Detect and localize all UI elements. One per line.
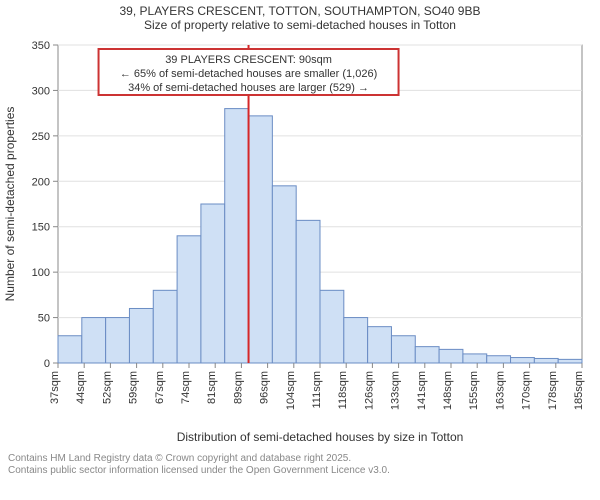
x-tick-label: 104sqm xyxy=(285,371,297,410)
x-tick-label: 170sqm xyxy=(521,371,533,410)
x-tick-label: 59sqm xyxy=(128,371,140,404)
x-tick-label: 81sqm xyxy=(206,371,218,404)
y-tick-label: 150 xyxy=(32,221,50,233)
infobox-line-1: 39 PLAYERS CRESCENT: 90sqm xyxy=(165,54,332,66)
histogram-bar xyxy=(201,204,225,363)
histogram-bar xyxy=(344,317,368,362)
histogram-bar xyxy=(415,346,439,362)
x-tick-label: 96sqm xyxy=(259,371,271,404)
y-tick-label: 100 xyxy=(32,267,50,279)
x-tick-label: 155sqm xyxy=(468,371,480,410)
x-tick-label: 148sqm xyxy=(442,371,454,410)
histogram-bar xyxy=(439,349,463,363)
histogram-bar xyxy=(58,336,82,363)
x-tick-label: 52sqm xyxy=(101,371,113,404)
x-tick-label: 118sqm xyxy=(337,371,349,409)
histogram-bar xyxy=(225,108,249,362)
x-tick-label: 178sqm xyxy=(547,371,559,410)
histogram-bar xyxy=(558,359,582,363)
y-tick-label: 200 xyxy=(32,176,50,188)
histogram-bar xyxy=(487,356,511,363)
histogram-bar xyxy=(368,326,392,362)
y-tick-label: 350 xyxy=(32,40,50,52)
infobox-line-3: 34% of semi-detached houses are larger (… xyxy=(128,82,369,94)
y-tick-label: 0 xyxy=(44,358,50,370)
y-tick-label: 50 xyxy=(38,312,50,324)
histogram-bar xyxy=(82,317,106,362)
histogram-bar xyxy=(320,290,344,363)
histogram-bar xyxy=(106,317,130,362)
x-tick-label: 37sqm xyxy=(49,371,61,404)
title-line-1: 39, PLAYERS CRESCENT, TOTTON, SOUTHAMPTO… xyxy=(0,4,600,18)
title-line-2: Size of property relative to semi-detach… xyxy=(0,18,600,32)
histogram-bar xyxy=(296,220,320,363)
y-axis-label: Number of semi-detached properties xyxy=(3,106,17,301)
x-tick-label: 133sqm xyxy=(390,371,402,410)
info-box: 39 PLAYERS CRESCENT: 90sqm ← 65% of semi-… xyxy=(99,49,399,95)
footer-line-1: Contains HM Land Registry data © Crown c… xyxy=(8,453,592,465)
histogram-bar xyxy=(177,236,201,363)
x-tick-label: 67sqm xyxy=(154,371,166,404)
histogram-bar xyxy=(272,186,296,363)
histogram-bar xyxy=(463,354,487,363)
x-tick-label: 74sqm xyxy=(180,371,192,404)
histogram-bar xyxy=(249,116,273,363)
infobox-line-2: ← 65% of semi-detached houses are smalle… xyxy=(120,68,377,80)
histogram-bar xyxy=(153,290,177,363)
histogram-bar xyxy=(511,357,535,362)
footer-line-2: Contains public sector information licen… xyxy=(8,465,592,477)
y-tick-label: 300 xyxy=(32,85,50,97)
histogram-bar xyxy=(534,358,558,363)
x-tick-label: 89sqm xyxy=(232,371,244,404)
x-tick-label: 44sqm xyxy=(75,371,87,404)
x-tick-label: 126sqm xyxy=(363,371,375,410)
attribution-footer: Contains HM Land Registry data © Crown c… xyxy=(0,453,600,479)
chart-title-block: 39, PLAYERS CRESCENT, TOTTON, SOUTHAMPTO… xyxy=(0,0,600,33)
x-axis-label: Distribution of semi-detached houses by … xyxy=(177,430,464,444)
histogram-svg: 0 50 100 150 200 250 300 350 37sqm 44sqm 52sqm 59sq… xyxy=(0,33,600,453)
histogram-bar xyxy=(129,308,153,363)
x-tick-label: 111sqm xyxy=(311,371,323,409)
chart-area: 0 50 100 150 200 250 300 350 37sqm 44sqm 52sqm 59sq… xyxy=(0,33,600,453)
histogram-bar xyxy=(391,336,415,363)
x-tick-label: 163sqm xyxy=(494,371,506,410)
x-tick-label: 141sqm xyxy=(416,371,428,410)
x-tick-label: 185sqm xyxy=(573,371,585,410)
y-tick-label: 250 xyxy=(32,131,50,143)
